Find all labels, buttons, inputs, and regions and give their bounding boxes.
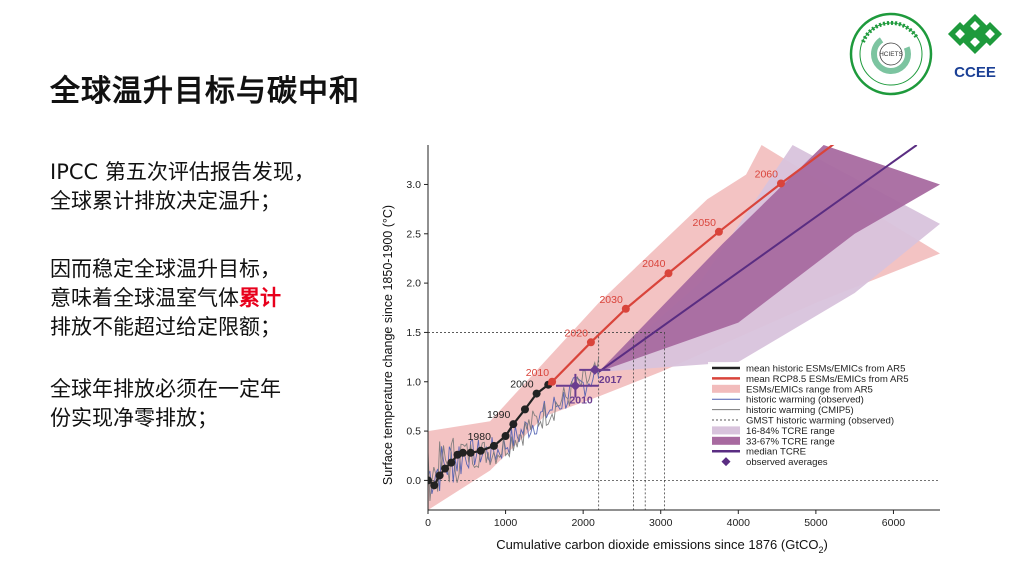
series-1-point-1 <box>548 377 557 386</box>
x-tick-label-3: 3000 <box>649 517 673 529</box>
legend-background <box>708 362 940 472</box>
marker-diamond-2017 <box>589 364 600 375</box>
series-0-point-3 <box>441 464 450 473</box>
legend-label-0: mean historic ESMs/EMICs from AR5 <box>746 364 905 375</box>
series-1-point-2 <box>586 338 595 347</box>
series-1-point-5 <box>714 227 723 236</box>
x-tick-label-4: 4000 <box>727 517 751 529</box>
year-label-1990: 1990 <box>487 409 511 421</box>
observed-warming-1 <box>428 357 600 502</box>
marker-label-2017: 2017 <box>599 374 623 386</box>
series-1-point-6 <box>776 179 785 188</box>
year-label-2040: 2040 <box>642 258 666 270</box>
y-tick-label-6: 3.0 <box>406 179 421 191</box>
year-label-2050: 2050 <box>693 217 717 229</box>
x-tick-label-1: 1000 <box>494 517 518 529</box>
series-1-point-4 <box>664 269 673 278</box>
legend-label-2: ESMs/EMICs range from AR5 <box>746 384 873 395</box>
year-label-2000: 2000 <box>510 379 534 391</box>
axes: 0 1000 2000 3000 4000 5000 6000 0.0 0.5 1.0 1.5 2.0… <box>406 145 940 529</box>
y-tick-label-0: 0.0 <box>406 475 421 487</box>
paragraph-3-line-2: 份实现净零排放； <box>50 406 218 430</box>
series-0-point-8 <box>476 446 485 455</box>
legend-swatch-2 <box>712 384 740 393</box>
series-0-point-12 <box>520 405 529 414</box>
year-label-2010: 2010 <box>526 367 550 379</box>
series-0-point-0 <box>428 476 432 485</box>
series-0-point-6 <box>458 448 467 457</box>
y-tick-label-2: 1.0 <box>406 376 421 388</box>
legend-label-4: historic warming (CMIP5) <box>746 405 854 416</box>
series-0-point-2 <box>435 471 444 480</box>
ccee-logo-text: CCEE <box>954 64 996 81</box>
band-2 <box>598 145 940 372</box>
slide-title: 全球温升目标与碳中和 <box>50 74 360 109</box>
paragraph-1-line-2: 全球累计排放决定温升； <box>50 189 281 213</box>
series-0-point-9 <box>489 441 498 450</box>
marker-label-2010: 2010 <box>569 395 593 407</box>
x-tick-label-6: 6000 <box>882 517 906 529</box>
y-tick-label-4: 2.0 <box>406 278 421 290</box>
highlight-cumulative: 累计 <box>239 286 281 310</box>
x-tick-label-0: 0 <box>425 517 431 529</box>
legend-label-1: mean RCP8.5 ESMs/EMICs from AR5 <box>746 374 909 385</box>
paragraph-1: IPCC 第五次评估报告发现， 全球累计排放决定温升； <box>50 158 315 216</box>
legend-label-6: 16-84% TCRE range <box>746 426 835 437</box>
y-tick-label-3: 1.5 <box>406 327 421 339</box>
x-tick-label-5: 5000 <box>804 517 828 529</box>
legend-label-5: GMST historic warming (observed) <box>746 416 894 427</box>
series-line-2 <box>598 145 918 373</box>
series-0-point-10 <box>501 432 510 441</box>
series-0-point-7 <box>466 448 475 457</box>
paragraph-2-line-2-text: 意味着全球温室气体 <box>50 286 239 310</box>
year-label-2020: 2020 <box>565 327 589 339</box>
series-1-point-3 <box>621 304 630 313</box>
legend-label-7: 33-67% TCRE range <box>746 436 835 447</box>
plot-layers: 1980199020002010202020302040205020602010… <box>428 145 940 510</box>
legend-label-9: observed averages <box>746 457 828 468</box>
y-axis-label: Surface temperature change since 1850-19… <box>381 205 395 485</box>
ccee-logo: CCEE <box>947 14 1003 81</box>
series-0-point-1 <box>430 481 439 490</box>
series-0-point-11 <box>509 420 518 429</box>
x-tick-label-2: 2000 <box>571 517 595 529</box>
paragraph-2-line-3: 排放不能超过给定限额； <box>50 315 281 339</box>
paragraph-2: 因而稳定全球温升目标， 意味着全球温室气体累计 排放不能超过给定限额； <box>50 255 281 342</box>
paragraph-3: 全球年排放必须在一定年 份实现净零排放； <box>50 375 281 433</box>
year-label-2060: 2060 <box>755 168 779 180</box>
legend-label-8: median TCRE <box>746 447 806 458</box>
hciets-seal-logo: HCIETS <box>849 12 933 96</box>
legend-swatch-9 <box>721 457 731 467</box>
paragraph-3-line-1: 全球年排放必须在一定年 <box>50 377 281 401</box>
paragraph-2-line-2: 意味着全球温室气体累计 <box>50 284 281 313</box>
legend-swatch-6 <box>712 426 740 435</box>
series-line-1 <box>547 145 835 386</box>
seal-text: HCIETS <box>879 51 904 58</box>
legend-swatch-7 <box>712 436 740 445</box>
year-label-1980: 1980 <box>468 431 492 443</box>
x-axis-label: Cumulative carbon dioxide emissions sinc… <box>496 537 828 555</box>
year-label-2030: 2030 <box>599 294 623 306</box>
series-0-point-13 <box>532 389 541 398</box>
marker-diamond-2010 <box>570 380 581 391</box>
y-tick-label-5: 2.5 <box>406 228 421 240</box>
paragraph-2-line-1: 因而稳定全球温升目标， <box>50 257 281 281</box>
series-0-point-4 <box>447 458 456 467</box>
y-tick-label-1: 0.5 <box>406 426 421 438</box>
legend-label-3: historic warming (observed) <box>746 395 864 406</box>
paragraph-1-line-1: IPCC 第五次评估报告发现， <box>50 160 315 184</box>
temperature-emissions-chart: 1980199020002010202020302040205020602010… <box>381 145 940 555</box>
plot-area: 1980199020002010202020302040205020602010… <box>428 145 940 510</box>
